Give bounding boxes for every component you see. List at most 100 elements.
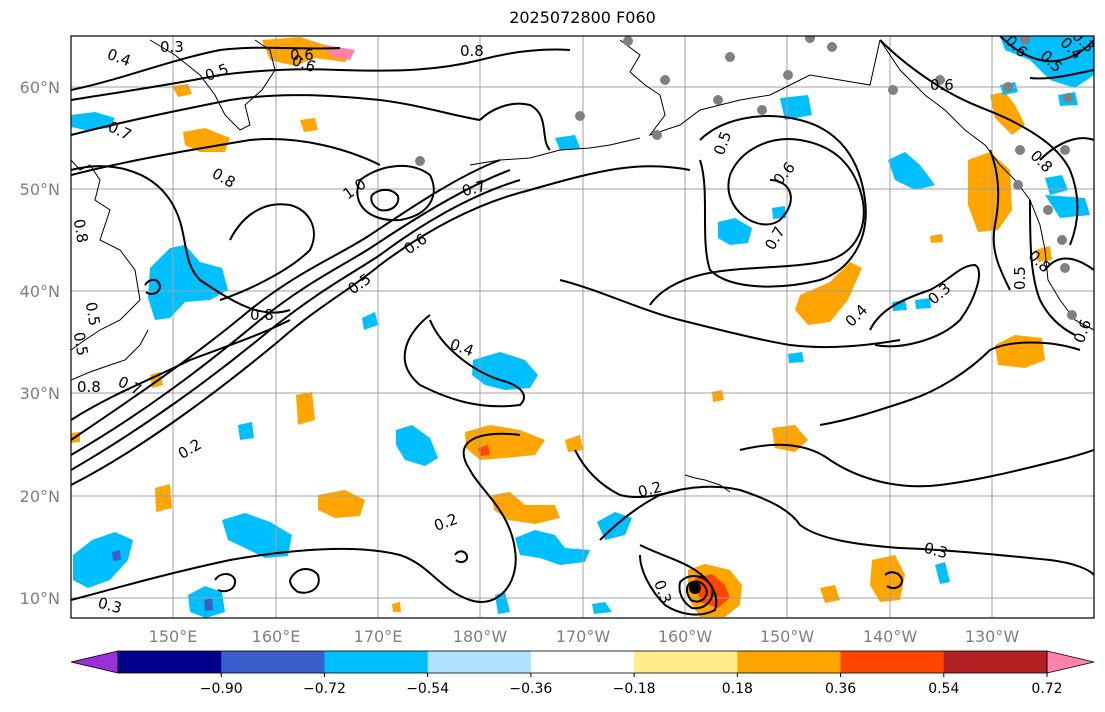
positive-area — [300, 118, 318, 132]
station-dot — [935, 75, 945, 85]
colorbar-tick-label: −0.54 — [406, 681, 449, 697]
station-dot — [805, 36, 815, 43]
contour-line — [403, 314, 525, 408]
contour-label: 0.3 — [160, 38, 184, 56]
station-dot — [827, 42, 837, 52]
contour-label: 0.3 — [96, 594, 124, 618]
coastline-north-america — [879, 39, 1094, 331]
positive-area — [795, 262, 862, 325]
negative-area — [472, 352, 538, 390]
station-dot — [888, 85, 898, 95]
colorbar-frame — [117, 650, 1048, 674]
contour-label: 0.6 — [1070, 317, 1095, 346]
contour-label: 0.8 — [460, 42, 484, 60]
station-dot — [1003, 82, 1013, 92]
contour-line — [999, 36, 1094, 63]
lat-label: 50°N — [20, 180, 60, 199]
lon-label: 150°E — [149, 627, 198, 646]
lat-label: 30°N — [20, 384, 60, 403]
contour-label: 0.5 — [1011, 266, 1029, 290]
contour-line — [71, 319, 291, 421]
negative-area — [788, 352, 804, 363]
lat-label: 40°N — [20, 282, 60, 301]
contour-line — [879, 39, 1079, 246]
contour-line — [71, 138, 381, 176]
contour-line — [71, 179, 521, 471]
contour-label: 0.8 — [250, 306, 274, 324]
positive-area — [712, 390, 724, 402]
contour-line — [219, 203, 315, 301]
colorbar-tick-label: −0.36 — [509, 681, 552, 697]
positive-area — [392, 602, 401, 612]
negative-area — [1045, 175, 1068, 195]
lon-label: 160°E — [252, 627, 301, 646]
negative-area — [238, 422, 254, 440]
colorbar-tick-label: −0.18 — [613, 681, 656, 697]
contour-label: 0.8 — [70, 218, 92, 245]
positive-area — [565, 435, 583, 452]
cyclone-center-marker — [689, 582, 701, 594]
positive-area — [155, 484, 172, 512]
colorbar-bin — [737, 651, 842, 673]
contour-line — [649, 138, 865, 306]
negative-area — [73, 532, 133, 588]
contour-line — [559, 279, 901, 349]
colorbar: −0.90 −0.72 −0.54 −0.36 −0.18 0.18 0.36 0.54 0.7… — [70, 650, 1095, 697]
station-dot — [1013, 180, 1023, 190]
negative-area — [892, 300, 907, 311]
station-dot — [1043, 205, 1053, 215]
lon-label: 150°W — [760, 627, 815, 646]
longitude-labels: 150°E 160°E 170°E 180°W 170°W 160°W 150°… — [149, 627, 1020, 646]
station-dot — [660, 75, 670, 85]
contour-label: 0.5 — [70, 331, 92, 358]
negative-area — [780, 95, 812, 120]
positive-area — [478, 445, 490, 456]
contour-line — [356, 164, 435, 222]
negative-area — [112, 550, 121, 561]
lon-label: 140°W — [863, 627, 918, 646]
positive-area — [870, 555, 905, 602]
contour-line — [370, 188, 400, 212]
negative-area — [396, 425, 438, 466]
contour-line — [71, 48, 571, 101]
positive-area — [930, 234, 943, 243]
colorbar-bin — [943, 651, 1048, 673]
latitude-labels: 60°N 50°N 40°N 30°N 20°N 10°N — [20, 78, 60, 608]
lat-label: 10°N — [20, 589, 60, 608]
colorbar-tick-label: −0.90 — [200, 681, 243, 697]
negative-area — [204, 598, 213, 611]
map-frame — [70, 35, 1095, 619]
contour-line — [1044, 257, 1094, 271]
colorbar-tick-label: 0.36 — [825, 681, 856, 697]
contour-line — [289, 568, 320, 594]
contour-line — [71, 165, 291, 314]
negative-area — [71, 112, 115, 130]
contour-line — [479, 102, 551, 151]
colorbar-bin — [530, 651, 635, 673]
colorbar-extend-max — [1046, 650, 1095, 674]
station-dot — [1015, 145, 1025, 155]
contour-line — [1039, 137, 1094, 161]
coastline-japan — [71, 329, 149, 381]
negative-area — [222, 513, 292, 558]
contour-label: 0.3 — [922, 539, 950, 563]
colorbar-tick-label: 0.72 — [1031, 681, 1062, 697]
lon-label: 180°W — [453, 627, 508, 646]
contour-line — [71, 169, 511, 456]
contour-line — [574, 449, 681, 499]
negative-area — [148, 245, 228, 320]
contour-line — [144, 278, 162, 295]
negative-area — [1045, 195, 1090, 218]
station-dot — [652, 130, 662, 140]
station-dot — [1060, 145, 1070, 155]
negative-area — [362, 312, 378, 330]
station-dot — [757, 105, 767, 115]
coastline-kamchatka — [149, 39, 276, 131]
contour-line — [214, 573, 237, 593]
station-dot — [575, 111, 585, 121]
station-dot — [415, 156, 425, 166]
station-dot — [1020, 36, 1030, 45]
contour-line — [1029, 199, 1076, 336]
contour-line — [739, 443, 1094, 488]
